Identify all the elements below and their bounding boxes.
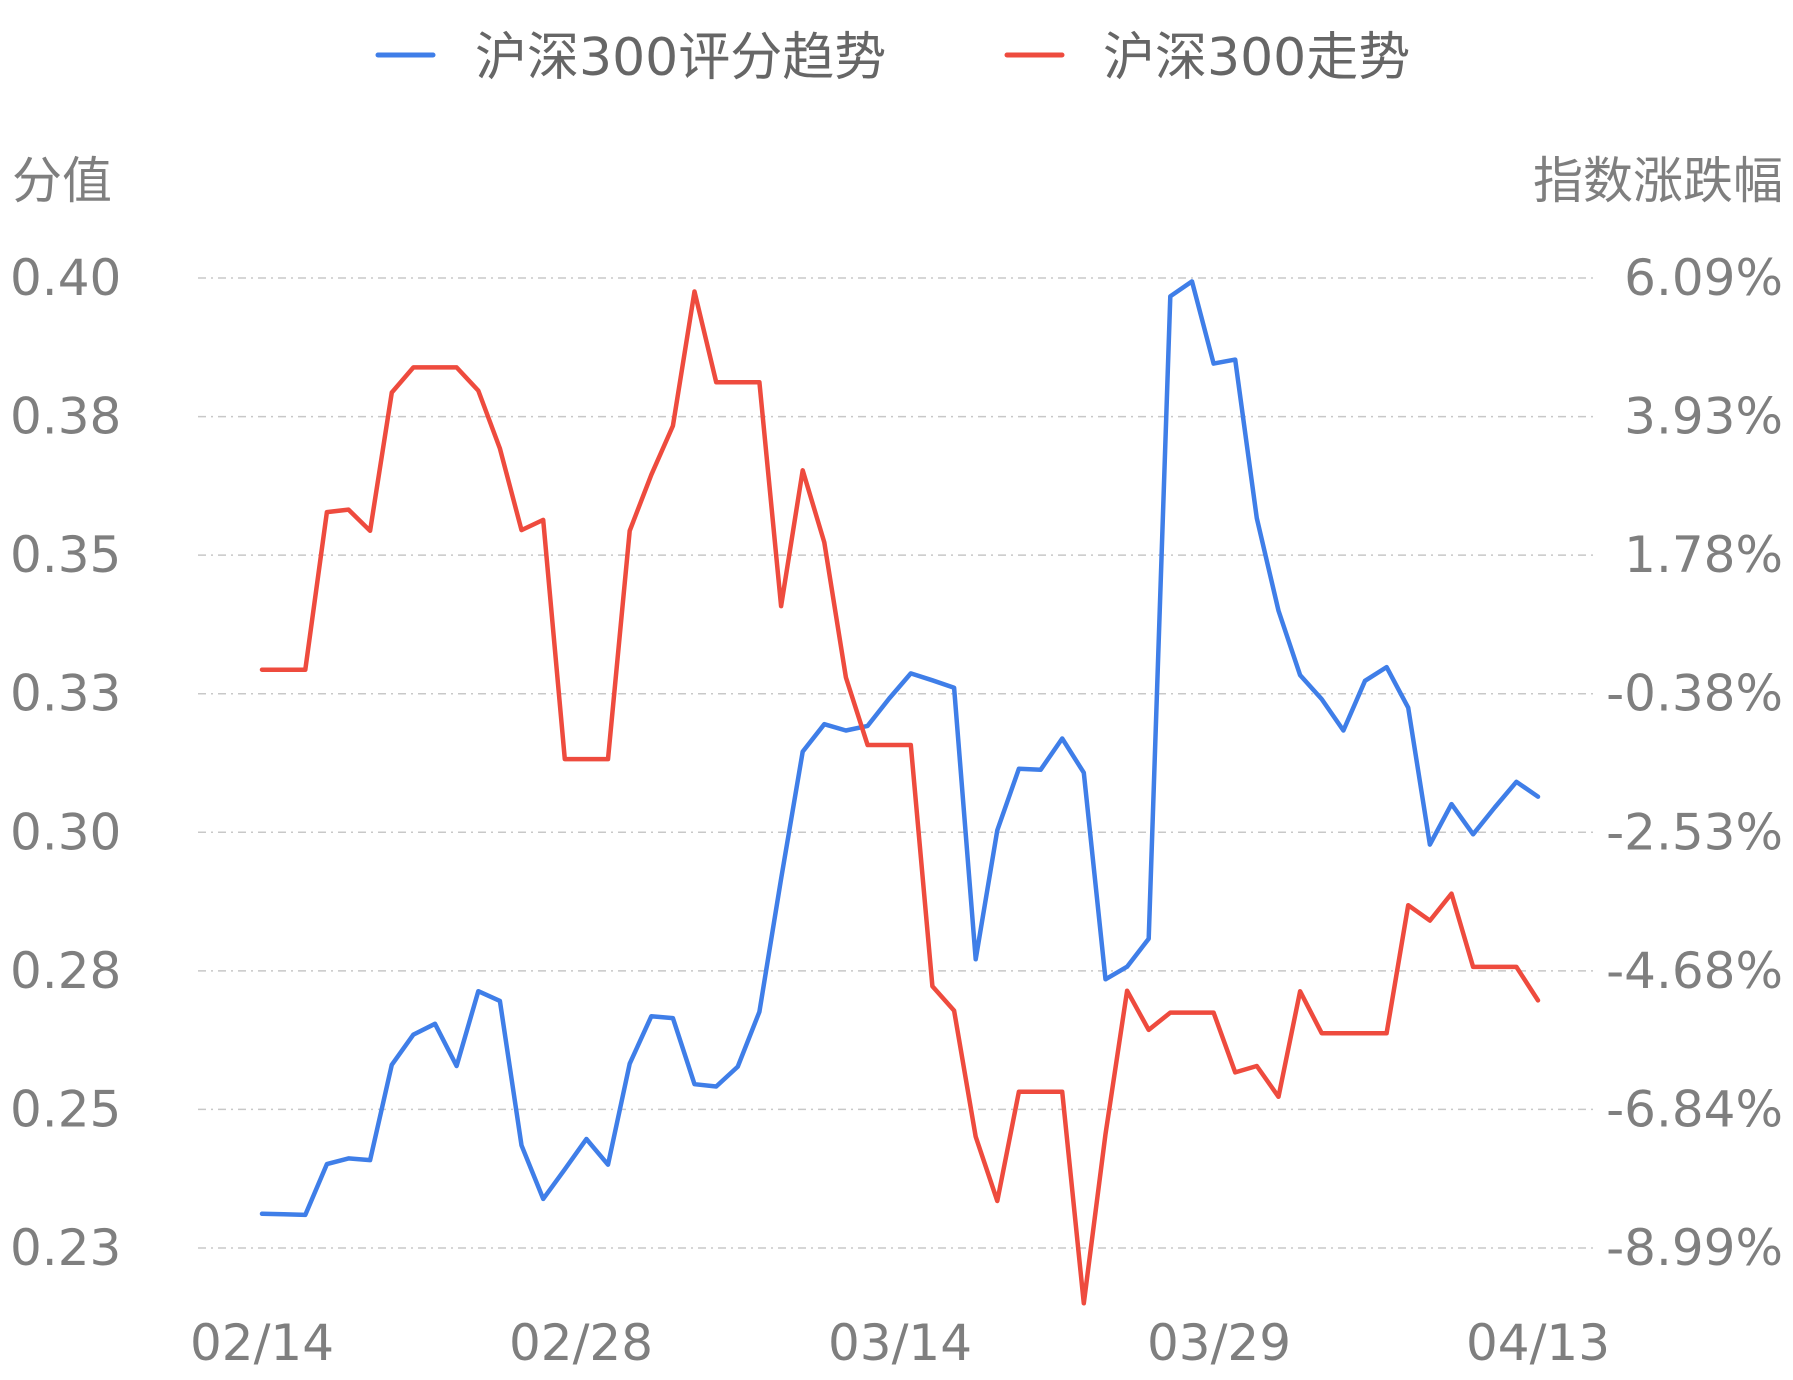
x-tick-label: 02/14 <box>190 1314 334 1372</box>
series-line-index-trend <box>259 289 1541 1306</box>
legend-label-score-trend: 沪深300评分趋势 <box>475 28 886 88</box>
y-right-tick-label: 3.93% <box>1624 388 1783 446</box>
y-right-tick-labels: 6.09% 3.93% 1.78% -0.38% -2.53% -4.68% -6.84% -… <box>1606 249 1783 1277</box>
y-left-tick-label: 0.35 <box>10 526 121 584</box>
series-lines <box>259 279 1541 1306</box>
y-right-axis-title: 指数涨跌幅 <box>1533 152 1783 210</box>
y-left-tick-label: 0.33 <box>10 665 121 723</box>
y-right-tick-label: -0.38% <box>1606 665 1783 723</box>
x-tick-label: 03/29 <box>1147 1314 1291 1372</box>
x-tick-labels: 02/14 02/28 03/14 03/29 04/13 <box>190 1314 1610 1372</box>
y-left-tick-label: 0.30 <box>10 803 121 861</box>
y-right-tick-label: -2.53% <box>1606 803 1783 861</box>
y-right-tick-label: -4.68% <box>1606 942 1783 1000</box>
y-left-tick-label: 0.28 <box>10 942 121 1000</box>
y-left-tick-labels: 0.40 0.38 0.35 0.33 0.30 0.28 0.25 0.23 <box>10 249 121 1277</box>
y-left-axis-title: 分值 <box>12 152 112 210</box>
x-tick-label: 04/13 <box>1466 1314 1610 1372</box>
legend-item-index-trend[interactable]: 沪深300走势 <box>1004 28 1410 88</box>
y-right-tick-label: 1.78% <box>1624 526 1783 584</box>
y-left-tick-label: 0.40 <box>10 249 121 307</box>
y-right-tick-label: 6.09% <box>1624 249 1783 307</box>
series-line-score-trend <box>259 279 1541 1218</box>
y-left-tick-label: 0.23 <box>10 1219 121 1277</box>
y-right-tick-label: -6.84% <box>1606 1080 1783 1138</box>
y-left-tick-label: 0.25 <box>10 1080 121 1138</box>
gridlines <box>198 277 1597 1249</box>
y-left-tick-label: 0.38 <box>10 388 121 446</box>
x-tick-label: 02/28 <box>509 1314 653 1372</box>
legend-item-score-trend[interactable]: 沪深300评分趋势 <box>375 28 886 88</box>
y-right-tick-label: -8.99% <box>1606 1219 1783 1277</box>
x-tick-label: 03/14 <box>828 1314 972 1372</box>
legend: 沪深300评分趋势 沪深300走势 <box>375 28 1410 88</box>
legend-label-index-trend: 沪深300走势 <box>1103 28 1410 88</box>
